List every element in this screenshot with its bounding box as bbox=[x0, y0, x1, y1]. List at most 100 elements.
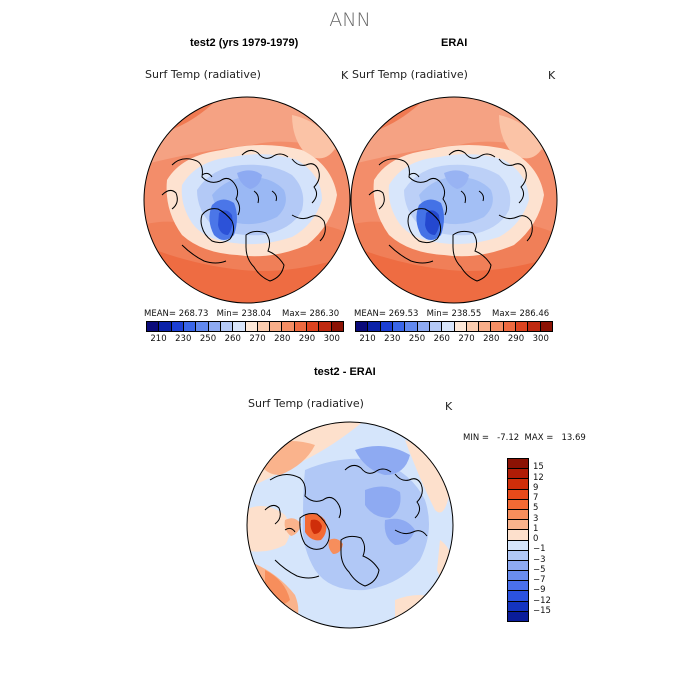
diff-variable-label: Surf Temp (radiative) bbox=[248, 397, 364, 410]
diff-colorbar-swatch bbox=[508, 610, 528, 621]
colorbar-swatch bbox=[502, 322, 516, 331]
colorbar-swatch bbox=[428, 322, 442, 331]
colorbar-tick-label: 210 bbox=[150, 334, 167, 344]
diff-colorbar-swatch bbox=[508, 508, 528, 520]
colorbar-swatch bbox=[207, 322, 220, 331]
mean-label: MEAN= bbox=[144, 309, 176, 319]
page-title: ANN bbox=[329, 9, 371, 31]
diff-colorbar-tick-label: −5 bbox=[533, 564, 546, 575]
diff-min-value: -7.12 bbox=[497, 433, 520, 443]
colorbar-swatch bbox=[318, 322, 331, 331]
colorbar-tick-label: 270 bbox=[249, 334, 266, 344]
panel-title-erai: ERAI bbox=[441, 37, 468, 49]
colorbar-swatch bbox=[404, 322, 417, 331]
colorbar-swatch bbox=[232, 322, 245, 331]
colorbar-swatch bbox=[170, 322, 183, 331]
mean-label: MEAN= bbox=[354, 309, 386, 319]
diff-max-value: 13.69 bbox=[561, 433, 586, 443]
colorbar-swatch bbox=[306, 322, 319, 331]
colorbar-swatch bbox=[465, 322, 479, 331]
diff-colorbar-tick-label: 1 bbox=[533, 523, 539, 534]
diff-colorbar-tick-label: −1 bbox=[533, 544, 546, 555]
colorbar-swatch bbox=[269, 322, 282, 331]
colorbar-erai: 210 230 250 260 270 280 290 300 bbox=[355, 321, 553, 344]
colorbar-tick-label: 290 bbox=[507, 334, 525, 344]
colorbar-tick-label: 270 bbox=[458, 334, 475, 344]
min-value: 238.04 bbox=[241, 309, 272, 319]
min-label: Min= bbox=[426, 309, 449, 319]
diff-colorbar-tick-label: −15 bbox=[533, 605, 551, 616]
colorbar-swatch bbox=[539, 322, 552, 331]
max-label: Max= bbox=[282, 309, 307, 319]
panel-units-erai: K bbox=[548, 69, 556, 82]
colorbar-swatch bbox=[367, 322, 380, 331]
diff-colorbar: 15 12 9 7 5 3 1 0 −1 −3 −5 −7 −9 −12 −15 bbox=[507, 458, 567, 624]
colorbar-tick-label: 230 bbox=[175, 334, 192, 344]
colorbar-swatch bbox=[441, 322, 454, 331]
panel-title-model: test2 (yrs 1979-1979) bbox=[190, 37, 299, 49]
max-value: 286.46 bbox=[519, 309, 550, 319]
colorbar-swatch bbox=[490, 322, 503, 331]
colorbar-labels: 210 230 250 260 270 280 290 300 bbox=[355, 332, 553, 344]
diff-colorbar-swatches bbox=[507, 458, 529, 622]
diff-colorbar-tick-label: −12 bbox=[533, 595, 551, 606]
diff-colorbar-swatch bbox=[508, 478, 528, 489]
panel-units-model: K bbox=[341, 69, 349, 82]
colorbar-tick-label: 280 bbox=[483, 334, 500, 344]
diff-colorbar-swatch bbox=[508, 580, 528, 591]
colorbar-tick-label: 290 bbox=[298, 334, 316, 344]
colorbar-swatches bbox=[355, 321, 553, 332]
colorbar-swatch bbox=[515, 322, 528, 331]
diff-panel-title: test2 - ERAI bbox=[314, 366, 376, 378]
diff-min-label: MIN = bbox=[463, 433, 490, 443]
colorbar-tick-label: 280 bbox=[274, 334, 291, 344]
diff-colorbar-swatch bbox=[508, 549, 528, 560]
colorbar-swatch bbox=[158, 322, 171, 331]
diff-colorbar-swatch bbox=[508, 468, 528, 479]
diff-colorbar-swatch bbox=[508, 590, 528, 601]
diff-units: K bbox=[445, 400, 453, 413]
diff-colorbar-tick-label: 3 bbox=[533, 513, 539, 524]
diff-minmax: MIN = -7.12 MAX = 13.69 bbox=[463, 433, 586, 443]
polar-map-erai bbox=[350, 96, 558, 304]
colorbar-labels: 210 230 250 260 270 280 290 300 bbox=[146, 332, 344, 344]
colorbar-swatch bbox=[478, 322, 491, 331]
colorbar-swatch bbox=[391, 322, 405, 331]
colorbar-swatch bbox=[356, 322, 368, 331]
diff-colorbar-tick-label: 12 bbox=[533, 472, 544, 483]
colorbar-tick-label: 210 bbox=[359, 334, 376, 344]
panel-variable-label-model: Surf Temp (radiative) bbox=[145, 68, 261, 81]
diff-colorbar-tick-label: 5 bbox=[533, 503, 539, 514]
colorbar-model: 210 230 250 260 270 280 290 300 bbox=[146, 321, 344, 344]
diff-colorbar-swatch bbox=[508, 459, 528, 469]
diff-colorbar-swatch bbox=[508, 559, 528, 571]
colorbar-tick-label: 300 bbox=[532, 334, 549, 344]
diff-colorbar-swatch bbox=[508, 519, 528, 530]
mean-value: 269.53 bbox=[388, 309, 419, 319]
colorbar-tick-label: 250 bbox=[408, 334, 426, 344]
colorbar-tick-label: 250 bbox=[199, 334, 217, 344]
colorbar-swatch bbox=[293, 322, 307, 331]
colorbar-tick-label: 230 bbox=[384, 334, 401, 344]
diff-colorbar-tick-label: 9 bbox=[533, 482, 539, 493]
diff-colorbar-tick-label: −9 bbox=[533, 585, 546, 596]
diff-colorbar-tick-label: 7 bbox=[533, 493, 539, 503]
colorbar-swatch bbox=[147, 322, 159, 331]
mean-value: 268.73 bbox=[178, 309, 209, 319]
diff-colorbar-swatch bbox=[508, 488, 528, 499]
diff-max-label: MAX = bbox=[524, 433, 554, 443]
diff-colorbar-labels: 15 12 9 7 5 3 1 0 −1 −3 −5 −7 −9 −12 −15 bbox=[533, 458, 567, 622]
panel-variable-label-erai: Surf Temp (radiative) bbox=[352, 68, 468, 81]
colorbar-swatch bbox=[453, 322, 466, 331]
colorbar-tick-label: 300 bbox=[323, 334, 340, 344]
colorbar-swatch bbox=[527, 322, 540, 331]
colorbar-tick-label: 260 bbox=[224, 334, 241, 344]
colorbar-swatch bbox=[182, 322, 196, 331]
colorbar-swatch bbox=[330, 322, 343, 331]
diff-colorbar-swatch bbox=[508, 498, 528, 509]
colorbar-swatch bbox=[281, 322, 294, 331]
diff-colorbar-tick-label: 15 bbox=[533, 462, 544, 473]
panel-stats-erai: MEAN= 269.53 Min= 238.55 Max= 286.46 bbox=[354, 309, 549, 319]
colorbar-swatch bbox=[379, 322, 392, 331]
colorbar-tick-label: 260 bbox=[433, 334, 450, 344]
